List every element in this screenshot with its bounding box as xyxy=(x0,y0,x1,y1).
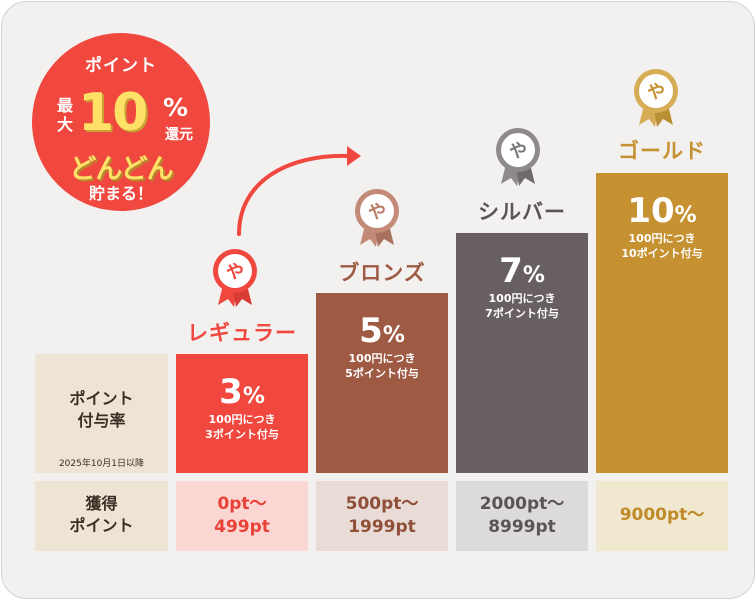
tier-gold-rate-unit: % xyxy=(674,203,697,228)
silver-medal-icon: や xyxy=(496,128,540,186)
tier-bronze-desc2: 5ポイント付与 xyxy=(345,367,419,380)
tier-regular-points: 0pt〜 499pt xyxy=(176,481,308,551)
promo-big-number: 10 xyxy=(78,83,148,143)
promo-line1: ポイント xyxy=(85,56,157,76)
points-row-label: 獲得 ポイント xyxy=(35,481,168,551)
tier-bronze-points-line2: 1999pt xyxy=(348,517,416,537)
points-label-line2: ポイント xyxy=(69,516,134,535)
tier-regular-name: レギュラー xyxy=(187,321,297,345)
tier-silver-rate-number: 7 xyxy=(499,251,523,291)
tier-bronze-rate: 5% 100円につき 5ポイント付与 xyxy=(316,293,448,473)
upgrade-arrow-icon xyxy=(237,146,361,236)
tier-bronze-name: ブロンズ xyxy=(338,261,426,285)
tier-gold-desc2: 10ポイント付与 xyxy=(621,247,703,260)
tier-silver-points-line2: 8999pt xyxy=(488,517,556,537)
tier-regular-rate-unit: % xyxy=(242,384,265,409)
rate-label-line2: 付与率 xyxy=(77,411,126,430)
promo-percent: % xyxy=(163,93,189,122)
tier-gold-name: ゴールド xyxy=(618,139,706,163)
promo-kangen: 還元 xyxy=(165,127,193,143)
tier-gold-desc1: 100円につき xyxy=(628,232,696,245)
tier-silver-rate: 7% 100円につき 7ポイント付与 xyxy=(456,233,588,473)
promo-badge: ポイント 最大 10 % 還元 どんどん 貯まる！ xyxy=(32,33,210,211)
rate-label-line1: ポイント xyxy=(69,389,134,408)
tier-regular-points-line2: 499pt xyxy=(214,517,270,537)
rate-effective-note: 2025年10月1日以降 xyxy=(58,459,145,469)
points-label-line1: 獲得 xyxy=(85,494,118,513)
tier-regular-points-line1: 0pt〜 xyxy=(217,494,267,514)
tier-silver-desc1: 100円につき xyxy=(488,292,556,305)
tier-silver-name: シルバー xyxy=(478,200,566,224)
promo-tamaru: 貯まる！ xyxy=(88,184,153,203)
gold-medal-icon: や xyxy=(634,69,678,127)
tier-gold-points-line1: 9000pt〜 xyxy=(619,505,705,525)
promo-saidai: 最大 xyxy=(56,96,73,134)
tier-bronze-desc1: 100円につき xyxy=(348,352,416,365)
tier-gold-points: 9000pt〜 xyxy=(596,481,728,551)
tier-gold-rate-number: 10 xyxy=(627,191,675,231)
svg-text:や: や xyxy=(226,262,244,283)
promo-dondon: どんどん xyxy=(69,154,173,185)
tier-regular-rate: 3% 100円につき 3ポイント付与 xyxy=(176,354,308,473)
svg-text:や: や xyxy=(647,82,665,103)
rate-row-label: ポイント 付与率 2025年10月1日以降 xyxy=(35,354,168,473)
bronze-medal-icon: や xyxy=(355,189,399,247)
tier-bronze-rate-unit: % xyxy=(382,323,405,348)
tier-silver-rate-unit: % xyxy=(522,263,545,288)
tier-silver-points: 2000pt〜 8999pt xyxy=(456,481,588,551)
svg-text:や: や xyxy=(368,202,386,223)
svg-text:や: や xyxy=(509,141,527,162)
tier-silver-desc2: 7ポイント付与 xyxy=(485,307,559,320)
tier-regular-desc1: 100円につき xyxy=(208,413,276,426)
tier-bronze-points-line1: 500pt〜 xyxy=(345,494,419,514)
tier-bronze-points: 500pt〜 1999pt xyxy=(316,481,448,551)
tier-regular-desc2: 3ポイント付与 xyxy=(205,428,279,441)
regular-medal-icon: や xyxy=(213,249,257,307)
tier-gold-rate: 10% 100円につき 10ポイント付与 xyxy=(596,173,728,473)
tier-silver-points-line1: 2000pt〜 xyxy=(479,494,565,514)
tier-regular-rate-number: 3 xyxy=(219,372,243,412)
tier-bronze-rate-number: 5 xyxy=(359,311,383,351)
